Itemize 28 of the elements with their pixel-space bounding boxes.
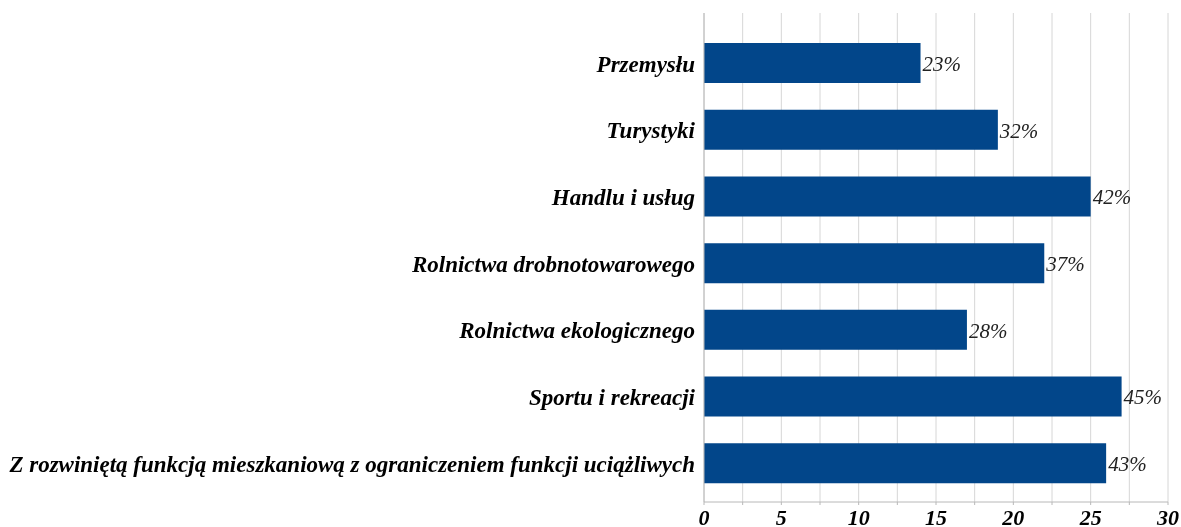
x-tick-label: 10	[847, 504, 870, 527]
y-tick-label: Handlu i usług	[550, 184, 695, 210]
y-tick-label: Rolnictwa ekologicznego	[458, 318, 695, 344]
annotation: 42%	[1092, 185, 1132, 210]
y-tick-label: Rolnictwa drobnotowarowego	[410, 251, 695, 277]
y-tick-label: Turystyki	[606, 118, 696, 144]
x-tick-label: 0	[698, 504, 710, 527]
bar	[704, 443, 1107, 484]
x-tick-label: 5	[775, 504, 787, 527]
annotation: 37%	[1045, 251, 1085, 276]
x-tick-label: 30	[1156, 504, 1179, 527]
bar	[704, 376, 1122, 417]
annotation: 23%	[922, 51, 962, 76]
bar	[704, 176, 1091, 217]
bar	[704, 309, 967, 350]
y-tick-label: Przemysłu	[595, 51, 696, 77]
x-tick-label: 15	[925, 504, 947, 527]
annotation: 32%	[998, 118, 1039, 143]
bar	[704, 43, 921, 83]
x-tick-label: 25	[1078, 504, 1102, 527]
y-tick-label: Z rozwiniętą funkcją mieszkaniową z ograniczeniem funkcji uciążliwych	[8, 451, 695, 477]
y-tick-label: Sportu i rekreacji	[528, 385, 696, 411]
annotation: 43%	[1108, 452, 1147, 477]
x-tick-label: 20	[1001, 504, 1025, 527]
bar	[704, 243, 1045, 284]
annotation: 28%	[968, 318, 1008, 343]
annotation: 45%	[1123, 385, 1163, 410]
bar	[704, 109, 998, 150]
